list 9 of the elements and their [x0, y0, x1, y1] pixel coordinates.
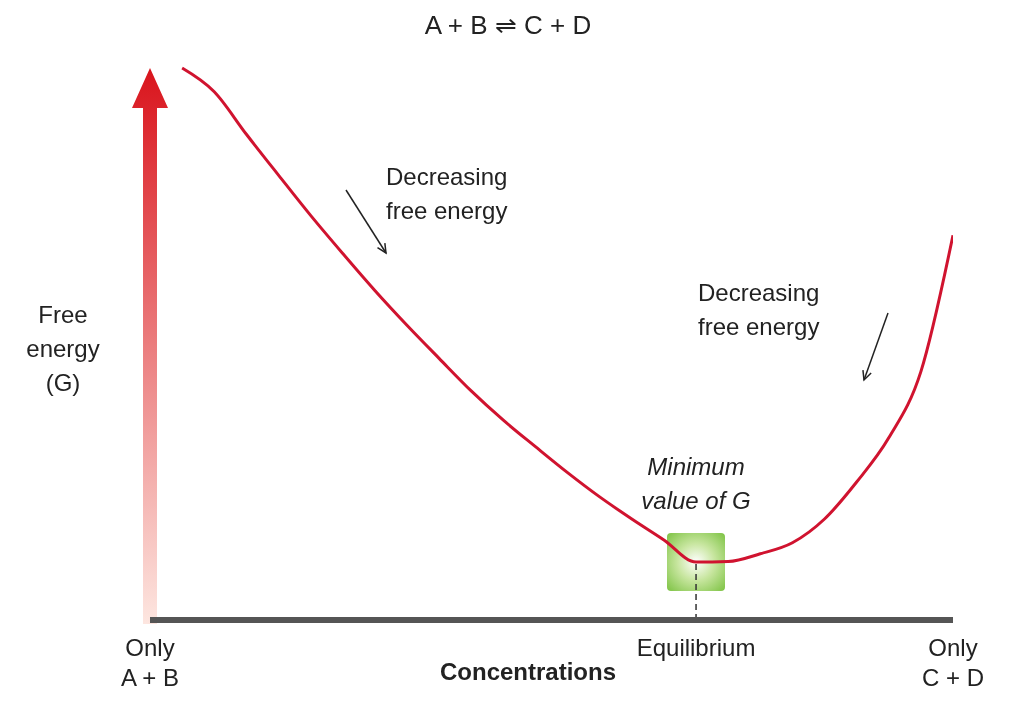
y-axis-title: Free energy (G) — [25, 300, 101, 398]
x-axis-title: Concentrations — [439, 658, 616, 685]
x-tick-label: Only C + D — [921, 634, 985, 691]
annotation: Decreasing free energy — [698, 278, 821, 342]
x-tick-label: Only A + B — [120, 634, 180, 691]
annotation: Minimum value of G — [640, 452, 752, 517]
x-tick-label: Equilibrium — [636, 634, 756, 661]
annotation: Decreasing free energy — [386, 162, 509, 226]
chart-title: A + B ⇌ C + D — [423, 10, 593, 41]
